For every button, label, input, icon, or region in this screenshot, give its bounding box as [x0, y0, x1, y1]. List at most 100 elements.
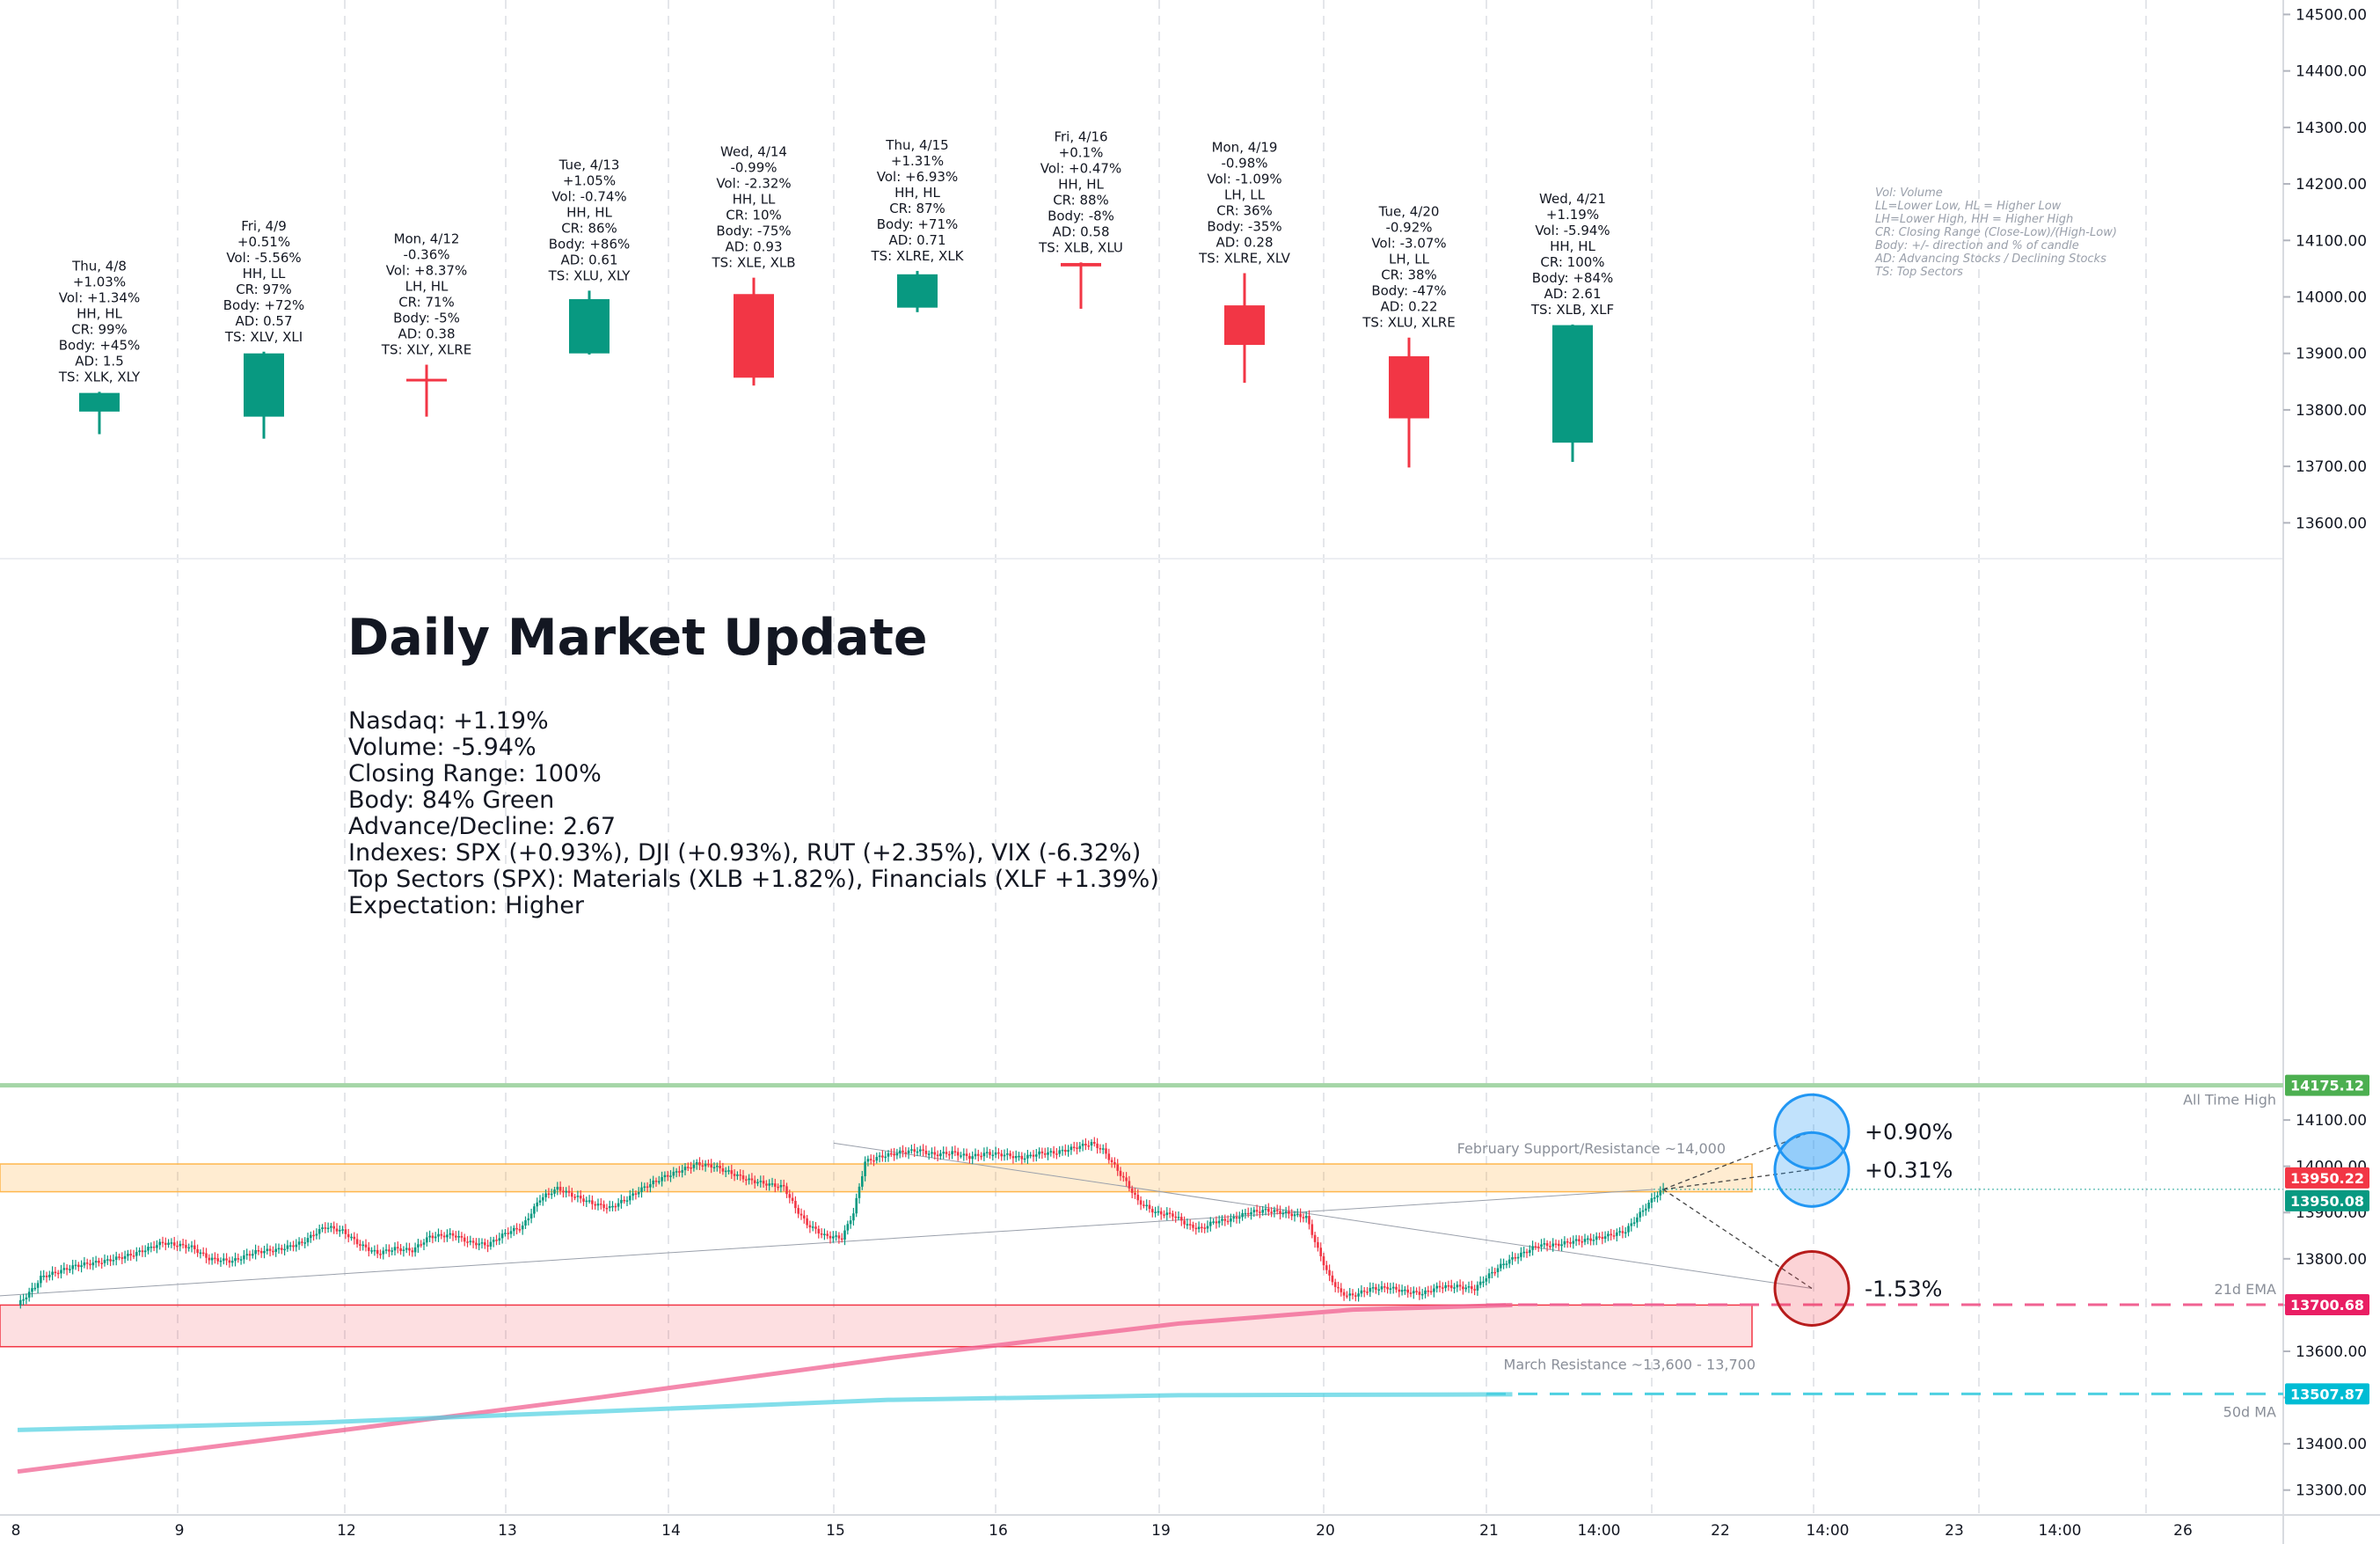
intraday-candle: [1197, 1226, 1201, 1230]
intraday-candle: [817, 1228, 821, 1234]
intraday-candle: [1192, 1225, 1194, 1228]
intraday-candle: [1308, 1215, 1310, 1225]
intraday-candle: [42, 1275, 45, 1277]
intraday-candle: [902, 1150, 904, 1153]
x-axis-label: 9: [175, 1522, 185, 1540]
intraday-candle: [1093, 1142, 1096, 1144]
intraday-candle: [71, 1265, 74, 1270]
intraday-candle: [185, 1245, 187, 1248]
intraday-candle: [1261, 1210, 1264, 1213]
candle-stat-label: TS: XLB, XLU: [1038, 239, 1123, 255]
intraday-candle: [716, 1165, 719, 1167]
candle-stat-label: HH, HL: [894, 185, 940, 201]
intraday-candle: [820, 1233, 823, 1235]
intraday-candle: [1413, 1291, 1415, 1294]
intraday-candle: [704, 1163, 707, 1167]
candle-stat-label: Body: -75%: [716, 223, 791, 239]
intraday-candle: [939, 1153, 942, 1157]
intraday-candle: [1462, 1286, 1464, 1290]
intraday-candle: [753, 1180, 756, 1183]
candle-stat-label: -0.92%: [1385, 220, 1432, 236]
candle-stat-label: AD: 0.93: [725, 239, 782, 255]
intraday-candle: [1537, 1246, 1540, 1248]
intraday-candle: [1458, 1284, 1462, 1287]
intraday-candle: [1078, 1145, 1082, 1149]
intraday-candle: [359, 1244, 361, 1246]
candle-stat-label: Body: +45%: [59, 337, 141, 353]
intraday-candle: [1209, 1221, 1212, 1226]
intraday-candle: [248, 1254, 252, 1256]
intraday-candle: [321, 1227, 324, 1230]
intraday-candle: [1415, 1291, 1418, 1292]
candle-body: [569, 299, 610, 354]
intraday-candle: [634, 1193, 638, 1195]
intraday-candle: [1313, 1234, 1317, 1242]
intraday-candle: [442, 1235, 446, 1238]
intraday-candle: [306, 1238, 310, 1243]
intraday-candle: [1639, 1211, 1641, 1218]
intraday-candle: [94, 1261, 98, 1263]
intraday-candle: [1139, 1200, 1143, 1205]
intraday-candle: [484, 1242, 486, 1246]
intraday-candle: [259, 1251, 263, 1254]
intraday-candle: [701, 1165, 705, 1167]
intraday-candle: [605, 1207, 609, 1210]
intraday-candle: [1400, 1290, 1404, 1292]
intraday-candle: [478, 1243, 480, 1246]
intraday-candle: [1598, 1236, 1601, 1238]
intraday-candle: [469, 1240, 472, 1242]
candle-stat-label: Tue, 4/13: [558, 157, 620, 172]
intraday-candle: [762, 1181, 765, 1184]
intraday-candle: [245, 1254, 248, 1255]
intraday-candle: [1125, 1177, 1128, 1182]
intraday-candle: [179, 1243, 182, 1247]
intraday-candle: [1250, 1211, 1252, 1215]
intraday-candle: [257, 1250, 260, 1252]
intraday-candle: [239, 1259, 243, 1261]
candle-stat-label: CR: 71%: [398, 295, 455, 311]
intraday-candle: [1389, 1288, 1392, 1290]
page-title: Daily Market Update: [347, 609, 928, 667]
intraday-candle: [849, 1220, 852, 1225]
intraday-candle: [971, 1156, 974, 1160]
intraday-candle: [1154, 1211, 1157, 1213]
intraday-candle: [1653, 1197, 1656, 1199]
intraday-candle: [774, 1183, 777, 1187]
intraday-candle: [1020, 1155, 1024, 1160]
intraday-candle: [837, 1235, 841, 1239]
intraday-candle: [1566, 1240, 1569, 1243]
candle-stat-label: Body: +84%: [1532, 270, 1614, 286]
intraday-candle: [1618, 1231, 1621, 1233]
intraday-candle: [1203, 1227, 1206, 1229]
projection-circle: [1773, 1131, 1851, 1208]
x-axis-label: 14:00: [1807, 1522, 1850, 1540]
projection-arrow: [1662, 1189, 1813, 1290]
intraday-candle: [1259, 1211, 1261, 1213]
intraday-candle: [31, 1288, 33, 1292]
intraday-candle: [1186, 1224, 1189, 1226]
intraday-candle: [785, 1186, 788, 1195]
intraday-candle: [669, 1175, 672, 1177]
axis-tick-label: 14100.00: [2296, 1112, 2367, 1130]
price-tag-label: 13950.08: [2290, 1193, 2364, 1210]
intraday-candle: [1612, 1235, 1616, 1237]
intraday-candle: [332, 1226, 335, 1229]
intraday-candle: [1009, 1153, 1011, 1157]
intraday-candle: [1049, 1151, 1053, 1153]
intraday-candle: [1226, 1220, 1230, 1223]
intraday-candle: [114, 1256, 118, 1260]
intraday-candle: [446, 1234, 449, 1238]
intraday-candle: [1174, 1216, 1177, 1218]
axis-tick-label: 14100.00: [2296, 232, 2367, 250]
intraday-candle: [640, 1187, 643, 1192]
intraday-candle: [347, 1233, 350, 1238]
intraday-candle: [315, 1233, 318, 1236]
intraday-candle: [51, 1271, 54, 1276]
candle-stat-label: Body: +86%: [549, 236, 631, 252]
intraday-candle: [19, 1299, 22, 1306]
intraday-candle: [489, 1241, 493, 1247]
intraday-candle: [968, 1155, 971, 1160]
intraday-candle: [225, 1258, 228, 1261]
candle-stat-label: TS: XLB, XLF: [1530, 302, 1614, 318]
intraday-candle: [698, 1162, 701, 1166]
